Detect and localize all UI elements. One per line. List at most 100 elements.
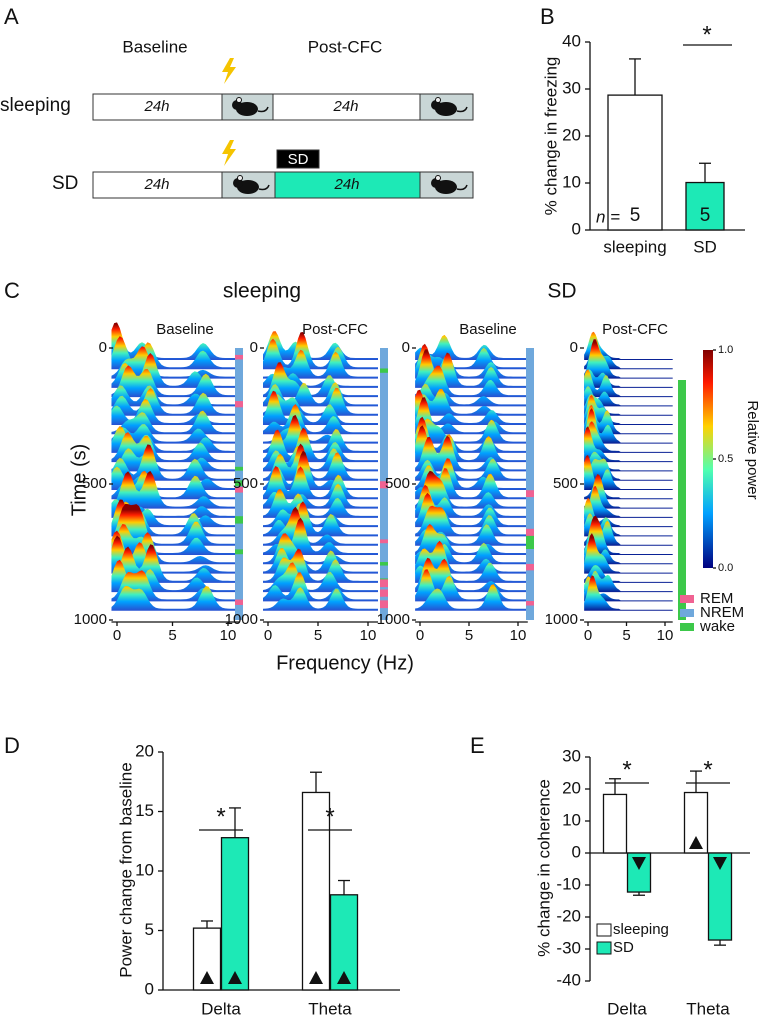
state-bar [526, 348, 534, 620]
legend-swatch [680, 623, 694, 631]
state-segment [526, 490, 534, 498]
y-tick-label: -20 [556, 906, 581, 925]
bar [301, 791, 331, 991]
y-tick-label: 20 [562, 778, 581, 797]
row-label: sleeping [0, 95, 71, 116]
state-segment [526, 535, 534, 544]
spectrum-row [584, 576, 673, 602]
legend-swatch [596, 941, 612, 955]
group-title: SD [547, 280, 576, 303]
spectrum-row [263, 332, 378, 370]
n-count: 5 [700, 205, 711, 226]
y-tick-label: 5 [145, 920, 154, 939]
x-tick-label: 5 [314, 627, 322, 644]
x-tick-label: Delta [201, 999, 241, 1018]
y-tick-label: 1000 [545, 611, 578, 628]
spectrum-row [584, 533, 673, 574]
spectrum-row [263, 506, 378, 546]
legend-swatch [680, 609, 694, 617]
state-segment [235, 401, 243, 408]
duration: 24h [332, 98, 358, 115]
significance: * [325, 803, 334, 830]
spectrum-row [584, 394, 673, 416]
phase-label: Baseline [122, 37, 187, 56]
state-segment [526, 528, 534, 535]
legend-label: REM [700, 590, 733, 607]
spectrogram [415, 334, 528, 611]
spectrogram [111, 322, 240, 611]
marker [337, 971, 351, 984]
x-tick-label: 5 [168, 627, 176, 644]
state-bar [678, 380, 686, 620]
y-tick-label: 30 [562, 78, 581, 97]
marker [689, 836, 703, 849]
y-axis-label: % change in freezing [541, 57, 560, 216]
y-tick-label: 500 [553, 475, 578, 492]
y-tick-label: 500 [385, 475, 410, 492]
x-tick-label: 10 [657, 627, 674, 644]
panel-label: A [4, 4, 19, 29]
spectrum-row [263, 587, 378, 611]
spectrum-row [263, 362, 378, 398]
colorbar [703, 350, 713, 568]
x-tick-label: 5 [465, 627, 473, 644]
bar [626, 852, 652, 893]
spectrum-row [415, 569, 528, 602]
marker [632, 857, 646, 870]
y-tick-label: 10 [135, 860, 154, 879]
y-tick-label: 40 [562, 31, 581, 50]
spectrum-row [584, 408, 673, 444]
state-segment [380, 539, 388, 544]
x-tick-label: 5 [622, 627, 630, 644]
panel-label: D [4, 733, 20, 758]
colorbar-tick-label: 0.0 [718, 562, 733, 574]
significance: * [702, 21, 711, 48]
y-tick-label: 1000 [74, 611, 107, 628]
legend-label: sleeping [613, 921, 669, 938]
spectrum-row [415, 557, 528, 593]
state-segment [380, 481, 388, 489]
spectrum-row [263, 443, 378, 481]
y-tick-label: 0 [250, 339, 258, 356]
significance: * [622, 756, 631, 783]
marker [228, 971, 242, 984]
bar [220, 837, 250, 991]
colorbar-tick-label: 1.0 [718, 344, 733, 356]
spectrum-row [415, 418, 528, 444]
spectrum-row [584, 520, 673, 546]
bar [707, 852, 733, 941]
marker [713, 857, 727, 870]
marker [309, 971, 323, 984]
state-segment [235, 480, 243, 487]
n-label: n = [596, 207, 620, 226]
x-tick-label: sleeping [603, 237, 666, 256]
spectrum-row [263, 414, 378, 453]
y-tick-label: 1000 [377, 611, 410, 628]
y-tick-label: 10 [562, 172, 581, 191]
spectrum-row [415, 584, 528, 611]
colorbar-label: Relative power [744, 400, 761, 499]
n-count: 5 [630, 205, 641, 226]
spectrum-row [111, 470, 240, 509]
x-tick-label: 0 [264, 627, 272, 644]
spectrum-row [584, 455, 673, 490]
y-tick-label: 0 [570, 339, 578, 356]
y-tick-label: -30 [556, 938, 581, 957]
state-segment [526, 563, 534, 571]
spectrum-row [263, 331, 378, 360]
state-segment [235, 516, 243, 524]
plot-title: Baseline [156, 321, 214, 338]
y-axis-label: % change in coherence [534, 779, 553, 957]
plot-title: Baseline [459, 321, 517, 338]
spectrum-row [263, 562, 378, 593]
state-segment [235, 486, 243, 493]
duration: 24h [333, 176, 359, 193]
spectrum-row [263, 501, 378, 537]
y-axis-label: Time (s) [68, 444, 90, 517]
spectrum-row [584, 575, 673, 611]
state-segment [235, 354, 243, 360]
spectrum-row [415, 388, 528, 416]
state-segment [526, 543, 534, 550]
spectrum-row [584, 515, 673, 555]
y-tick-label: -40 [556, 970, 581, 989]
